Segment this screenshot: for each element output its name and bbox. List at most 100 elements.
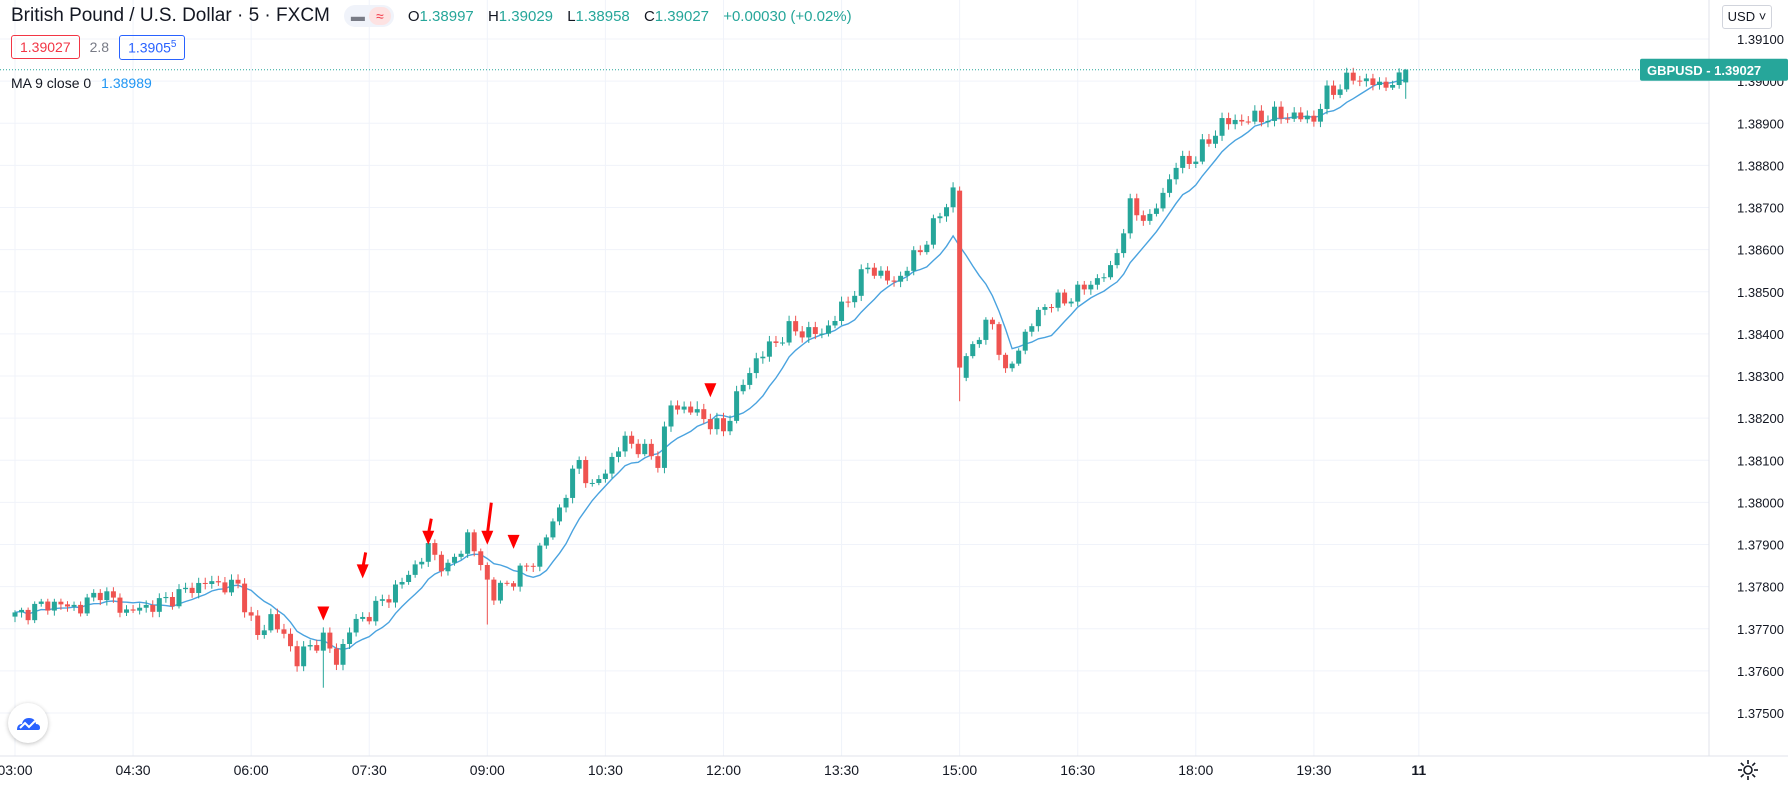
candle-body bbox=[340, 643, 346, 665]
change-value: +0.00030 (+0.02%) bbox=[723, 7, 852, 25]
tradingview-logo[interactable] bbox=[8, 703, 48, 743]
candle-body bbox=[353, 618, 359, 633]
candle-body bbox=[386, 599, 392, 603]
buy-button[interactable]: 1.39055 bbox=[119, 35, 186, 60]
symbol-title[interactable]: British Pound / U.S. Dollar · 5 · FXCM bbox=[11, 5, 330, 26]
candle-body bbox=[1357, 80, 1363, 82]
candle-body bbox=[1075, 284, 1081, 302]
candle-body bbox=[301, 646, 307, 667]
chart-header: British Pound / U.S. Dollar · 5 · FXCM ▬… bbox=[0, 0, 852, 32]
candle-body bbox=[957, 190, 963, 368]
time-tick-label: 10:30 bbox=[588, 762, 623, 778]
candle-body bbox=[261, 630, 267, 635]
candle-body bbox=[1121, 233, 1127, 254]
candle-body bbox=[307, 645, 313, 647]
candle-body bbox=[1055, 292, 1061, 308]
candle-body bbox=[635, 443, 641, 455]
candle-body bbox=[871, 267, 877, 276]
candle-body bbox=[1153, 208, 1159, 214]
price-tick-label: 1.38300 bbox=[1737, 369, 1784, 384]
candle-body bbox=[1344, 72, 1350, 90]
candles-layer bbox=[12, 67, 1409, 688]
candle-body bbox=[268, 614, 274, 631]
candle-body bbox=[1285, 118, 1291, 120]
candle-body bbox=[392, 584, 398, 603]
ask-main: 1.3905 bbox=[128, 39, 171, 56]
candle-body bbox=[799, 331, 805, 338]
price-tick-label: 1.37700 bbox=[1737, 622, 1784, 637]
candle-body bbox=[196, 582, 202, 594]
price-axis[interactable] bbox=[1709, 0, 1788, 791]
time-tick-label: 15:00 bbox=[942, 762, 977, 778]
candle-body bbox=[432, 543, 438, 555]
candle-body bbox=[169, 596, 175, 607]
sell-button[interactable]: 1.39027 bbox=[11, 35, 80, 60]
annotation-arrowhead bbox=[356, 564, 369, 579]
candle-body bbox=[143, 604, 149, 608]
candle-body bbox=[629, 435, 635, 444]
candle-body bbox=[1101, 277, 1107, 279]
currency-button[interactable]: USD ˅ bbox=[1722, 5, 1772, 29]
time-tick-label: 18:00 bbox=[1178, 762, 1213, 778]
candle-body bbox=[1035, 309, 1041, 327]
candle-body bbox=[419, 561, 425, 565]
candle-body bbox=[32, 603, 38, 621]
candle-body bbox=[1311, 115, 1317, 122]
candle-body bbox=[1350, 72, 1356, 81]
candle-body bbox=[1317, 108, 1323, 122]
candle-body bbox=[45, 601, 51, 611]
time-axis[interactable] bbox=[0, 756, 1709, 791]
display-mode-pill[interactable]: ▬ ≈ bbox=[343, 5, 394, 27]
candle-body bbox=[347, 632, 353, 644]
high-value: 1.39029 bbox=[498, 7, 554, 25]
close-label: C bbox=[643, 7, 655, 25]
candle-body bbox=[766, 341, 772, 357]
candle-body bbox=[445, 562, 451, 572]
candle-body bbox=[281, 629, 287, 634]
candle-body bbox=[1108, 265, 1114, 278]
candle-body bbox=[884, 270, 890, 281]
time-tick-label: 12:00 bbox=[706, 762, 741, 778]
candle-body bbox=[1042, 307, 1048, 310]
candle-body bbox=[937, 216, 943, 219]
time-tick-label: 13:30 bbox=[824, 762, 859, 778]
candle-body bbox=[819, 333, 825, 335]
candle-body bbox=[478, 551, 484, 565]
candle-body bbox=[1245, 121, 1251, 123]
candle-body bbox=[209, 581, 215, 584]
candle-body bbox=[727, 420, 733, 432]
candle-body bbox=[1186, 155, 1192, 164]
candle-body bbox=[379, 599, 385, 601]
candle-body bbox=[235, 579, 241, 584]
candle-body bbox=[714, 418, 720, 430]
settings-gear-icon[interactable] bbox=[1736, 758, 1760, 782]
waves-icon[interactable]: ≈ bbox=[368, 7, 391, 25]
candle-body bbox=[288, 633, 294, 647]
candle-body bbox=[701, 409, 707, 420]
chevron-down-icon: ˅ bbox=[1755, 9, 1767, 24]
price-tick-label: 1.38000 bbox=[1737, 495, 1784, 510]
candle-body bbox=[1048, 307, 1054, 309]
candle-body bbox=[720, 418, 726, 432]
annotation-arrowhead bbox=[422, 530, 435, 545]
candle-body bbox=[786, 321, 792, 343]
candle-body bbox=[537, 545, 543, 567]
price-tick-label: 1.38200 bbox=[1737, 411, 1784, 426]
candle-body bbox=[228, 579, 234, 593]
candle-body bbox=[970, 344, 976, 357]
minus-icon[interactable]: ▬ bbox=[350, 8, 365, 24]
ma-name: MA 9 close 0 bbox=[11, 75, 92, 91]
candle-body bbox=[97, 592, 103, 601]
candle-body bbox=[963, 356, 969, 378]
candle-body bbox=[661, 426, 667, 468]
candle-body bbox=[1016, 350, 1022, 364]
ma-legend[interactable]: MA 9 close 0 1.38989 bbox=[11, 75, 152, 91]
candle-body bbox=[865, 267, 871, 270]
candle-body bbox=[51, 601, 57, 611]
candle-body bbox=[242, 583, 248, 613]
price-axis-ticks: 1.37500 1.37600 1.37700 1.37800 1.37900 1.380… bbox=[1737, 32, 1784, 721]
candle-body bbox=[589, 482, 595, 484]
open-value: 1.38997 bbox=[419, 7, 474, 25]
candle-body bbox=[878, 270, 884, 276]
